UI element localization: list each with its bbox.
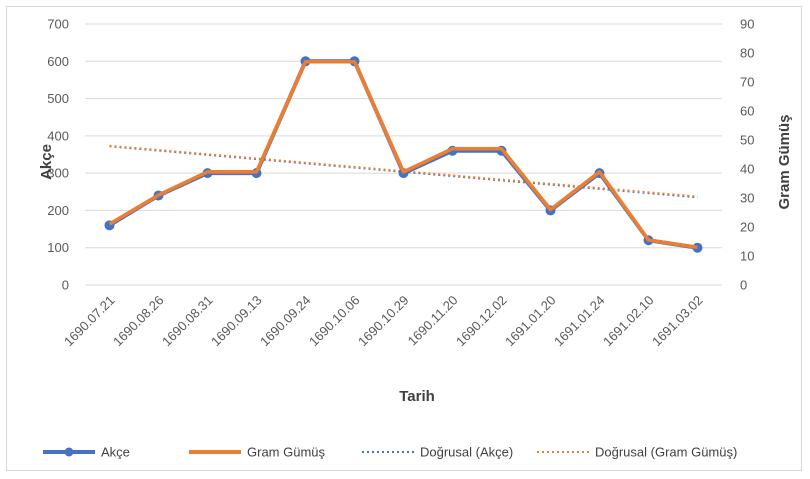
gridlines (85, 23, 722, 286)
series-line (108, 59, 698, 250)
x-tick-label: 1690.10.29 (355, 293, 412, 350)
x-axis-title: Tarih (399, 388, 435, 405)
right-y-tick-label: 0 (740, 278, 747, 293)
x-axis-ticks: 1690.07.211690.08.261690.08.311690.09.13… (61, 293, 706, 350)
legend-label: Doğrusal (Gram Gümüş) (595, 445, 737, 460)
legend-label: Akçe (101, 445, 130, 460)
legend-item: Doğrusal (Gram Gümüş) (537, 445, 737, 460)
series-line (108, 59, 698, 250)
x-tick-label: 1690.10.06 (306, 293, 363, 350)
x-tick-label: 1691.02.10 (600, 293, 657, 350)
x-tick-label: 1690.12.02 (453, 293, 510, 350)
left-y-tick-label: 700 (47, 17, 69, 32)
series-markers (104, 56, 703, 253)
x-tick-label: 1690.11.20 (405, 293, 461, 349)
legend-label: Doğrusal (Akçe) (420, 445, 513, 460)
chart-container: 0 100 200 300 400 500 600 700 0 10 20 30 40 50 60 70 80… (6, 6, 802, 471)
x-tick-label: 1691.03.02 (649, 293, 706, 350)
right-y-tick-label: 20 (740, 220, 754, 235)
x-tick-label: 1690.08.26 (110, 293, 167, 350)
series-line (108, 59, 698, 250)
right-y-tick-label: 10 (740, 249, 754, 264)
series-lines (108, 59, 698, 250)
left-y-tick-label: 300 (47, 166, 69, 181)
legend-marker (64, 447, 74, 457)
x-tick-label: 1690.08.31 (159, 293, 216, 350)
right-y-tick-label: 50 (740, 133, 754, 148)
left-y-tick-label: 600 (47, 54, 69, 69)
right-y-tick-label: 30 (740, 191, 754, 206)
right-y-tick-label: 90 (740, 17, 754, 32)
right-y-tick-label: 70 (740, 75, 754, 90)
x-tick-label: 1690.07.21 (61, 293, 118, 350)
legend: Akçe Gram Gümüş Doğrusal (Akçe) Doğrusal (G… (43, 445, 737, 460)
left-y-tick-label: 100 (47, 240, 69, 255)
right-y-tick-label: 60 (740, 104, 754, 119)
x-tick-label: 1691.01.20 (502, 293, 559, 350)
left-y-tick-label: 500 (47, 91, 69, 106)
left-y-tick-label: 400 (47, 128, 69, 143)
left-y-tick-label: 200 (47, 203, 69, 218)
left-y-tick-label: 0 (62, 278, 69, 293)
right-y-axis-title: Gram Gümüş (776, 114, 793, 209)
right-y-tick-label: 40 (740, 162, 754, 177)
legend-item: Gram Gümüş (189, 445, 326, 460)
right-y-tick-label: 80 (740, 46, 754, 61)
x-tick-label: 1691.01.24 (551, 293, 608, 350)
left-y-axis-ticks: 0 100 200 300 400 500 600 700 (47, 17, 69, 293)
line-chart: 0 100 200 300 400 500 600 700 0 10 20 30 40 50 60 70 80… (38, 17, 793, 460)
right-y-axis-ticks: 0 10 20 30 40 50 60 70 80 90 (740, 17, 754, 293)
legend-label: Gram Gümüş (247, 445, 326, 460)
x-tick-label: 1690.09.24 (257, 293, 314, 350)
x-tick-label: 1690.09.13 (208, 293, 265, 350)
left-y-axis-title: Akçe (38, 144, 55, 180)
legend-item: Doğrusal (Akçe) (362, 445, 513, 460)
legend-item: Akçe (43, 445, 130, 460)
